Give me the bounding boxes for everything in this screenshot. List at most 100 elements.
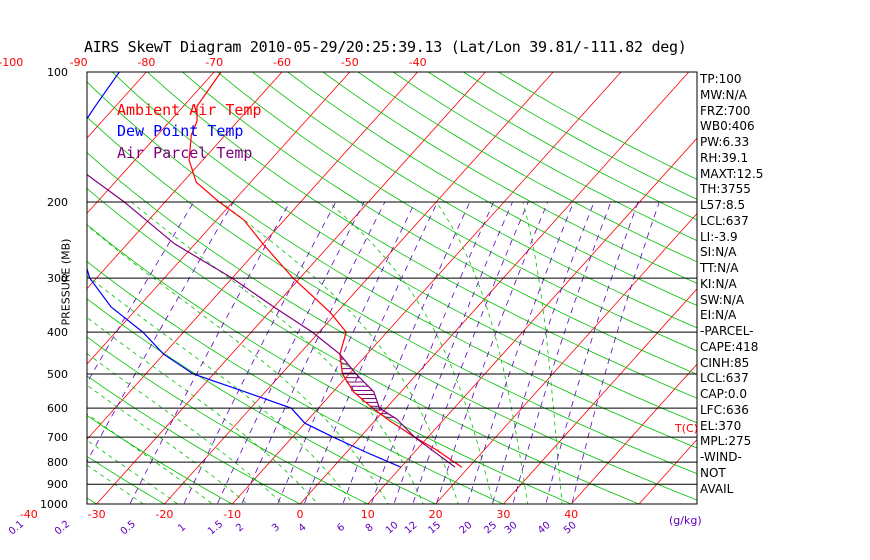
isotherm-line bbox=[87, 72, 215, 214]
isotherm-line bbox=[570, 363, 697, 504]
pressure-tick-label: 900 bbox=[47, 478, 68, 491]
sounding-param: LCL:637 bbox=[700, 213, 749, 228]
isotherm-line bbox=[164, 72, 554, 504]
dry-adiabat-line bbox=[87, 81, 697, 449]
mixing-ratio-line bbox=[87, 201, 195, 384]
top-temp-tick-label: -50 bbox=[341, 56, 359, 69]
sounding-param: EI:N/A bbox=[700, 308, 737, 323]
mixing-ratio-tick-label: 8 bbox=[364, 522, 376, 535]
plot-frame bbox=[86, 71, 698, 505]
dry-adiabat-line bbox=[87, 116, 697, 475]
sounding-param: AVAIL bbox=[700, 481, 734, 496]
sounding-param: MAXT:12.5 bbox=[700, 166, 764, 181]
isotherm-line bbox=[367, 137, 697, 504]
sounding-param: CAP:0.0 bbox=[700, 387, 747, 401]
mixing-ratio-line bbox=[183, 201, 337, 504]
mixing-ratio-tick-label: 6 bbox=[335, 522, 347, 535]
mixing-ratio-line bbox=[491, 201, 595, 504]
bottom-temp-tick-label: 40 bbox=[564, 508, 578, 521]
sounding-param: -PARCEL- bbox=[700, 324, 754, 338]
mixing-ratio-tick-label: 2 bbox=[234, 522, 246, 535]
bottom-temp-tick-label: 30 bbox=[496, 508, 510, 521]
dry-adiabat-line bbox=[182, 72, 697, 375]
moist-adiabat-line bbox=[87, 275, 354, 504]
mixing-ratio-line bbox=[412, 201, 529, 504]
dry-adiabat-line bbox=[87, 260, 505, 504]
dry-adiabat-line bbox=[87, 336, 369, 504]
dry-adiabat-line bbox=[87, 224, 573, 504]
mixing-ratio-tick-label: 10 bbox=[384, 520, 401, 537]
bottom-temp-tick-label: -20 bbox=[155, 508, 173, 521]
mixing-ratio-tick-label: 0.1 bbox=[7, 519, 26, 538]
sounding-param: SW:N/A bbox=[700, 292, 745, 307]
chart-title: AIRS SkewT Diagram 2010-05-29/20:25:39.1… bbox=[84, 38, 687, 56]
dry-adiabat-line bbox=[87, 497, 98, 504]
dry-adiabat-line bbox=[463, 72, 697, 200]
mixing-ratio-tick-label: 30 bbox=[503, 520, 520, 537]
dry-adiabat-line bbox=[87, 298, 437, 504]
sounding-param: MW:N/A bbox=[700, 87, 747, 102]
mixing-ratio-tick-label: 1.5 bbox=[206, 519, 225, 538]
mixing-ratio-tick-label: 25 bbox=[482, 520, 499, 537]
moist-adiabat-line bbox=[87, 224, 389, 504]
bottom-temp-tick-label: 20 bbox=[429, 508, 443, 521]
isotherm-line bbox=[299, 72, 690, 504]
sounding-param: RH:39.1 bbox=[700, 150, 749, 165]
dry-adiabat-line bbox=[427, 72, 697, 221]
mixing-ratio-line bbox=[370, 201, 494, 504]
pressure-tick-label: 700 bbox=[47, 431, 68, 444]
ambient-air-temp-line bbox=[188, 72, 463, 468]
pressure-tick-label: 600 bbox=[47, 402, 68, 415]
sounding-param: TT:N/A bbox=[700, 261, 739, 275]
sounding-param: -WIND- bbox=[700, 450, 742, 464]
isotherm-line bbox=[0, 72, 11, 504]
isotherm-line bbox=[87, 72, 351, 365]
sounding-param: CAPE:418 bbox=[700, 339, 759, 354]
pressure-tick-label: 200 bbox=[47, 196, 68, 209]
mixing-ratio-line bbox=[393, 201, 513, 504]
pressure-tick-label: 500 bbox=[47, 368, 68, 381]
mixing-ratio-tick-label: 0.5 bbox=[119, 519, 138, 538]
mixing-ratio-line bbox=[241, 201, 386, 504]
dry-adiabat-line bbox=[87, 187, 641, 504]
mixing-ratio-tick-label: 1 bbox=[176, 522, 188, 535]
sounding-param: CINH:85 bbox=[700, 355, 750, 370]
pressure-tick-label: 400 bbox=[47, 326, 68, 339]
sounding-param: TP:100 bbox=[700, 72, 742, 86]
sounding-param: TH:3755 bbox=[700, 182, 751, 197]
sounding-param: KI:N/A bbox=[700, 276, 737, 291]
sounding-param: LCL:637 bbox=[700, 371, 749, 386]
mixing-ratio-line bbox=[342, 201, 471, 504]
bottom-temp-tick-label: -40 bbox=[20, 508, 38, 521]
bottom-temp-tick-label: -30 bbox=[88, 508, 106, 521]
sounding-param: NOT bbox=[700, 465, 726, 480]
bottom-temp-tick-label: -10 bbox=[223, 508, 241, 521]
dry-adiabat-line bbox=[0, 72, 43, 513]
top-temp-tick-label: -70 bbox=[205, 56, 223, 69]
top-temp-tick-label: -80 bbox=[137, 56, 155, 69]
isotherm-line bbox=[231, 72, 622, 504]
dry-adiabat-line bbox=[147, 72, 697, 399]
mixing-ratio-unit-label: (g/kg) bbox=[669, 514, 702, 527]
mixing-ratio-tick-label: 20 bbox=[458, 520, 475, 537]
dry-adiabat-line bbox=[111, 72, 697, 424]
dry-adiabat-line bbox=[87, 375, 301, 504]
legend-air-parcel-temp: Air Parcel Temp bbox=[117, 144, 253, 162]
sounding-param: EL:370 bbox=[700, 418, 742, 433]
dry-adiabat-line bbox=[252, 72, 697, 329]
pressure-tick-label: 300 bbox=[47, 272, 68, 285]
pressure-tick-label: 1000 bbox=[40, 498, 68, 511]
isotherm-line bbox=[96, 72, 486, 504]
top-temp-tick-label: -40 bbox=[409, 56, 427, 69]
isotherm-line bbox=[435, 212, 697, 504]
moist-adiabat-line bbox=[87, 353, 284, 504]
top-temp-tick-label: -60 bbox=[273, 56, 291, 69]
y-axis-label: PRESSURE (MB) bbox=[59, 238, 73, 326]
dry-adiabat-line bbox=[287, 72, 697, 306]
sounding-param: PW:6.33 bbox=[700, 135, 750, 149]
bottom-temp-tick-label: 10 bbox=[361, 508, 375, 521]
mixing-ratio-tick-label: 40 bbox=[536, 520, 553, 537]
sounding-param: L57:8.5 bbox=[700, 198, 746, 212]
mixing-ratio-line bbox=[512, 201, 612, 504]
